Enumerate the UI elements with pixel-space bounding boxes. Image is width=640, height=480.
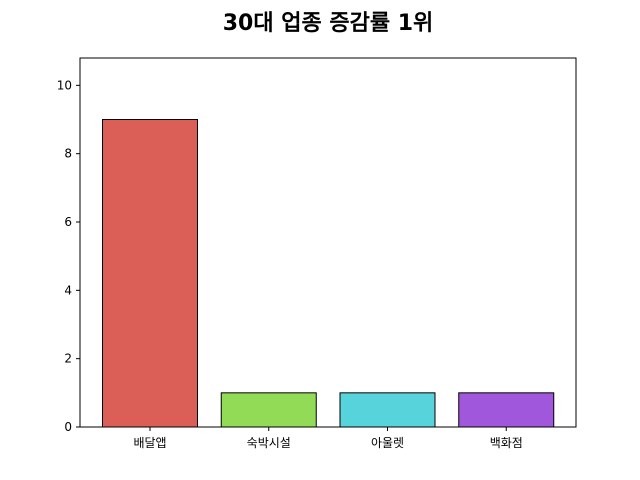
bar	[220, 392, 317, 428]
x-tick-label: 배달앱	[133, 436, 166, 450]
bars-group	[102, 119, 555, 428]
y-tick-label: 0	[64, 420, 72, 434]
y-tick-label: 4	[64, 283, 72, 297]
bar	[458, 392, 555, 428]
y-tick-label: 6	[64, 215, 72, 229]
y-axis: 0 2 4 6 8 10	[57, 78, 80, 434]
y-tick-label: 10	[57, 78, 72, 92]
x-tick-label: 숙박시설	[247, 436, 291, 450]
bar	[102, 119, 198, 428]
y-tick-label: 2	[64, 352, 72, 366]
bar	[339, 392, 436, 428]
x-tick-label: 백화점	[490, 436, 523, 450]
chart-title: 30대 업종 증감률 1위	[223, 11, 434, 36]
y-tick-label: 8	[64, 147, 72, 161]
x-tick-label: 아울렛	[371, 436, 404, 450]
plot-frame	[79, 57, 577, 428]
x-axis: 배달앱 숙박시설 아울렛 백화점	[133, 427, 523, 450]
